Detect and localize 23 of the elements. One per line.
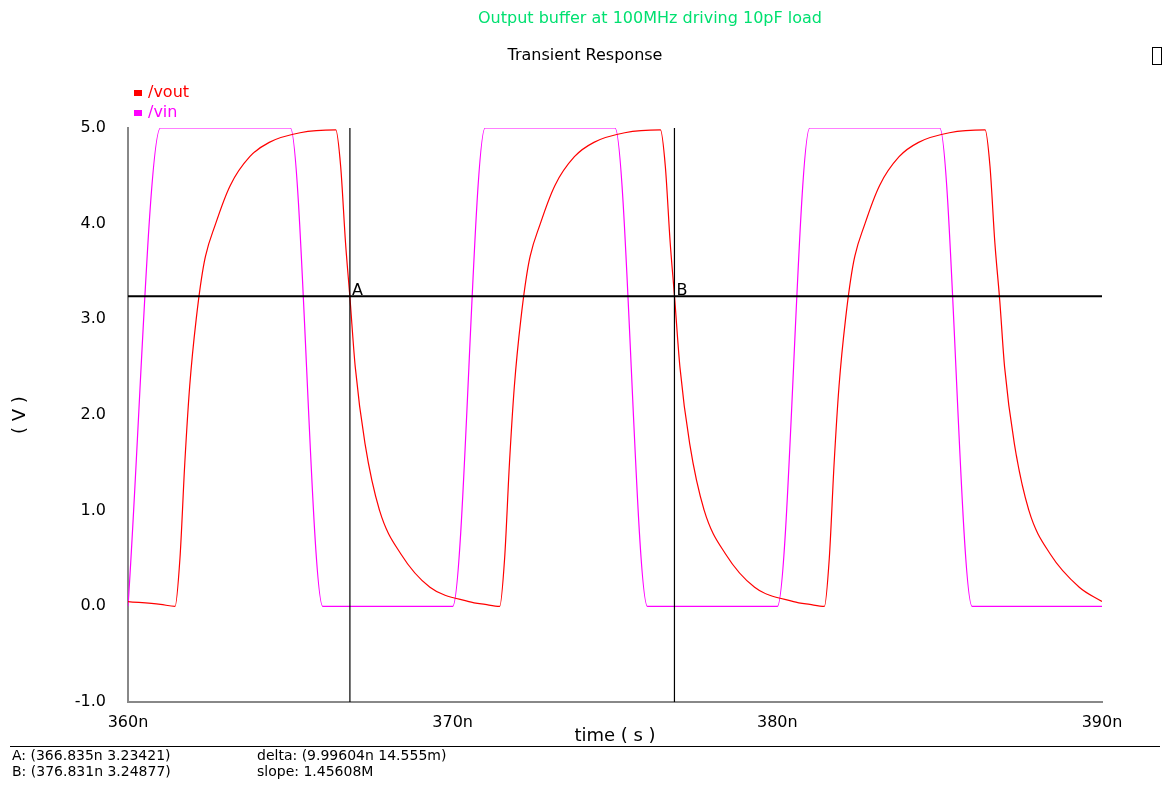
text: delta: (9.99604n 14.555m) [257, 746, 447, 763]
y-tick-label: -1.0 [74, 691, 106, 711]
y-tick-label: 5.0 [80, 117, 106, 137]
x-tick-label: 380n [756, 711, 798, 731]
ref-line-label: B [676, 279, 688, 299]
x-axis-title: time ( s ) [574, 723, 656, 745]
y-tick-label: 3.0 [80, 308, 106, 328]
x-tick-label: 360n [107, 711, 149, 731]
ref-line-label: A [351, 279, 363, 299]
y-tick-label: 2.0 [80, 404, 106, 424]
text: A: (366.835n 3.23421) [12, 746, 171, 763]
x-tick-label: 390n [1081, 711, 1123, 731]
chart-title: Transient Response [506, 45, 663, 65]
x-tick-label: 370n [432, 711, 474, 731]
legend-label: /vout [148, 82, 190, 102]
text: B: (376.831n 3.24877) [12, 762, 171, 779]
y-tick-label: 0.0 [80, 595, 106, 615]
legend-label: /vin [148, 102, 178, 122]
y-tick-label: 1.0 [80, 499, 106, 519]
text: slope: 1.45608M [257, 762, 374, 779]
y-axis-title: ( V ) [8, 396, 30, 434]
chart-subtitle: Output buffer at 100MHz driving 10pF load [478, 8, 822, 28]
y-tick-label: 4.0 [80, 212, 106, 232]
